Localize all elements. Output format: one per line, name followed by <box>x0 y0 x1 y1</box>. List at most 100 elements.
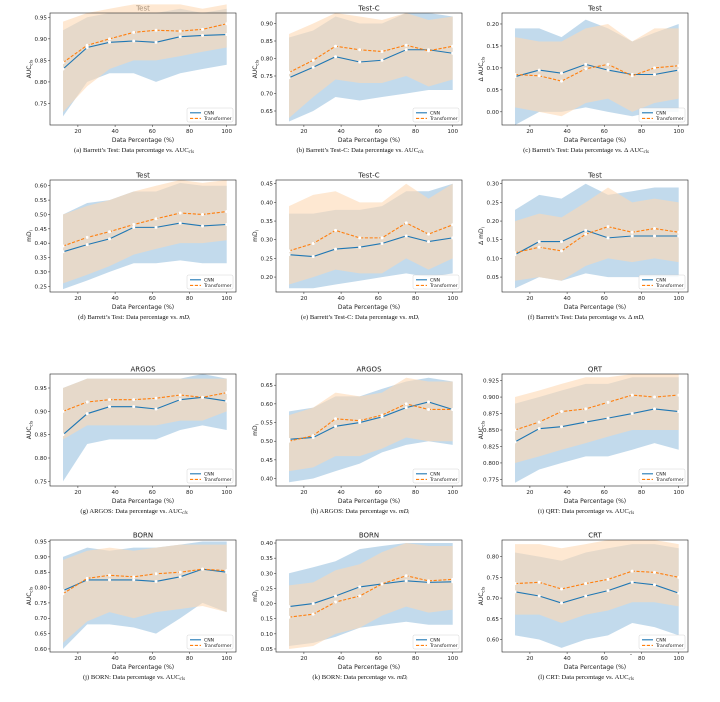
transformer-series-line <box>514 570 679 590</box>
y-tick-label: 0.10 <box>487 66 500 72</box>
y-tick-label: 0.15 <box>261 617 274 623</box>
cnn-data-point <box>653 72 657 76</box>
cnn-data-point <box>85 45 89 49</box>
cnn-data-point <box>380 241 384 245</box>
transformer-data-point <box>108 398 112 402</box>
transformer-data-point <box>61 592 65 596</box>
transformer-legend-label: Transformer <box>655 283 684 289</box>
x-tick-label: 40 <box>338 656 346 662</box>
y-tick-label: 0.80 <box>487 555 500 561</box>
y-tick-label: 0.65 <box>261 109 274 115</box>
cnn-data-point <box>427 400 431 404</box>
y-tick-label: 0.70 <box>35 616 48 622</box>
y-tick-label: 0.75 <box>487 575 500 581</box>
transformer-series-line <box>288 44 453 73</box>
transformer-legend-label: Transformer <box>429 477 458 483</box>
y-tick-label: 0.80 <box>261 57 274 63</box>
y-tick-label: 0.85 <box>35 58 48 64</box>
y-tick-label: 0.90 <box>261 22 274 28</box>
chart-svg: Test 20 40 60 80 100 0.25 0.30 0.35 0.40 0.45 0.50 0… <box>26 172 237 311</box>
transformer-data-point <box>427 49 431 53</box>
cnn-legend-label: CNN <box>204 110 214 116</box>
y-tick-label: 0.40 <box>261 541 274 547</box>
y-tick-label: 0.20 <box>487 219 500 225</box>
x-tick-label: 20 <box>526 296 534 302</box>
caption-subscript: cls <box>182 511 188 516</box>
transformer-data-point <box>334 228 338 232</box>
y-tick-label: 0.15 <box>487 238 500 244</box>
chart-svg: QRT 20 40 60 80 100 0.775 0.800 0.825 0.850 0.875 0… <box>478 366 689 505</box>
chart-title: Test <box>587 172 602 180</box>
cnn-data-point <box>653 583 657 587</box>
transformer-data-point <box>677 230 681 234</box>
y-axis-label: Δ AUCcls <box>478 56 487 81</box>
transformer-data-point <box>427 579 431 583</box>
transformer-legend-label: Transformer <box>655 477 684 483</box>
x-axis-label: Data Percentage (%) <box>338 498 400 505</box>
cnn-data-point <box>451 51 455 55</box>
chart-panel-d: Test 20 40 60 80 100 0.25 0.30 0.35 0.40 0.45 0.50 0… <box>22 171 246 331</box>
y-tick-label: 0.875 <box>483 412 499 418</box>
y-tick-label: 0.75 <box>261 74 274 80</box>
y-tick-label: 0.55 <box>261 421 274 427</box>
cnn-data-point <box>380 58 384 62</box>
y-tick-label: 0.65 <box>35 632 48 638</box>
cnn-data-point <box>427 240 431 244</box>
cnn-data-point <box>311 65 315 69</box>
plot-frame <box>275 539 463 653</box>
caption-subscript: cls <box>188 150 194 155</box>
y-tick-label: 0.25 <box>487 200 500 206</box>
x-tick-label: 100 <box>447 296 458 302</box>
transformer-data-point <box>630 393 634 397</box>
transformer-data-point <box>225 391 229 395</box>
x-tick-label: 60 <box>601 490 609 496</box>
x-tick-label: 60 <box>601 296 609 302</box>
transformer-data-point <box>334 600 338 604</box>
cnn-data-point <box>451 236 455 240</box>
transformer-data-point <box>427 232 431 236</box>
y-tick-label: 0.55 <box>35 198 48 204</box>
chart-panel-k: BORN 20 40 60 80 100 0.05 0.10 0.15 0.20 0.25 0.30 0… <box>248 531 472 691</box>
transformer-data-point <box>606 62 610 66</box>
x-tick-label: 80 <box>186 129 194 135</box>
y-tick-label: 0.50 <box>261 439 274 445</box>
cnn-data-point <box>132 225 136 229</box>
plot-frame <box>501 539 689 653</box>
y-tick-label: 0.85 <box>35 570 48 576</box>
y-axis-label: AUCcls <box>478 420 487 439</box>
transformer-data-point <box>132 575 136 579</box>
transformer-data-point <box>287 439 291 443</box>
transformer-legend-label: Transformer <box>203 283 232 289</box>
x-tick-label: 100 <box>221 296 232 302</box>
y-tick-label: 0.20 <box>487 22 500 28</box>
cnn-data-point <box>358 585 362 589</box>
x-tick-label: 20 <box>300 490 308 496</box>
transformer-data-point <box>584 67 588 71</box>
x-tick-label: 100 <box>221 656 232 662</box>
y-tick-label: 0.60 <box>35 647 48 653</box>
transformer-data-point <box>225 22 229 26</box>
caption-metric: mDᵢ <box>408 314 420 321</box>
transformer-series-line <box>62 568 227 595</box>
cnn-series-line <box>514 229 679 256</box>
transformer-data-point <box>85 400 89 404</box>
cnn-data-point <box>404 234 408 238</box>
transformer-legend-label: Transformer <box>203 643 232 649</box>
y-tick-label: 0.70 <box>261 92 274 98</box>
transformer-data-point <box>560 410 564 414</box>
x-tick-label: 60 <box>601 129 609 135</box>
caption-subscript: cls <box>628 677 634 682</box>
chart-caption: (j) BORN: Data percentage vs. AUCcls <box>22 674 246 682</box>
cnn-data-point <box>560 601 564 605</box>
y-tick-label: 0.80 <box>35 456 48 462</box>
cnn-legend-label: CNN <box>656 471 666 477</box>
transformer-data-point <box>537 245 541 249</box>
x-tick-label: 20 <box>526 129 534 135</box>
cnn-data-point <box>334 55 338 59</box>
transformer-data-point <box>653 570 657 574</box>
transformer-data-point <box>513 582 517 586</box>
transformer-confidence-band <box>515 374 679 463</box>
plot-frame <box>275 12 463 126</box>
y-axis-label: mDi <box>26 230 35 242</box>
transformer-series-line <box>288 222 453 252</box>
